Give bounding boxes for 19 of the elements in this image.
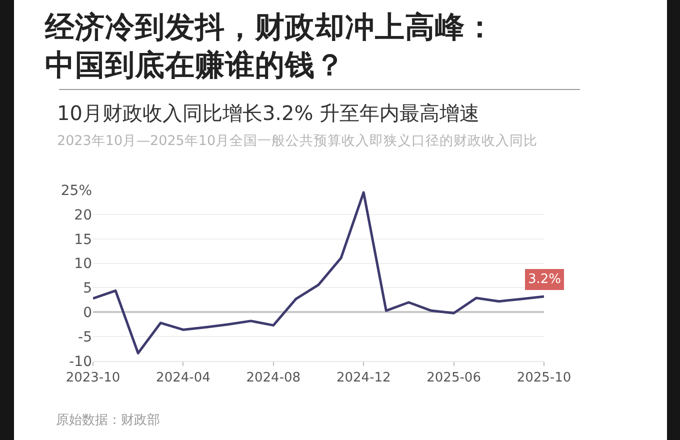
chart-title: 经济冷到发抖，财政却冲上高峰：中国到底在赚谁的钱？ bbox=[45, 9, 496, 84]
text: 2023年10月—2025年10月全国一般公共预算收入即狭义口径的财政收入同比 bbox=[57, 132, 538, 150]
x-tick-label: 2025-10 bbox=[516, 370, 572, 386]
x-tick-label: 2025-06 bbox=[426, 370, 481, 386]
y-tick-label: 10 bbox=[74, 256, 92, 272]
x-tick-label: 2024-04 bbox=[156, 370, 210, 386]
x-tick-label: 2024-12 bbox=[336, 370, 391, 386]
y-tick-label: 15 bbox=[74, 232, 92, 248]
y-tick-label: -10 bbox=[69, 354, 92, 370]
y-tick-label: 5 bbox=[83, 280, 92, 297]
data-label: 3.2% bbox=[528, 272, 562, 287]
x-tick-label: 2024-08 bbox=[246, 370, 301, 386]
y-tick-label: -5 bbox=[78, 329, 92, 346]
y-tick-label: 20 bbox=[74, 207, 92, 224]
chart-subtitle: 10月财政收入同比增长3.2% 升至年内最高增速 bbox=[57, 100, 480, 126]
text: 原始数据：财政部 bbox=[56, 412, 160, 430]
y-tick-label: 25% bbox=[60, 182, 92, 199]
y-tick-label: 0 bbox=[83, 305, 92, 322]
x-tick-label: 2023-10 bbox=[66, 370, 120, 386]
